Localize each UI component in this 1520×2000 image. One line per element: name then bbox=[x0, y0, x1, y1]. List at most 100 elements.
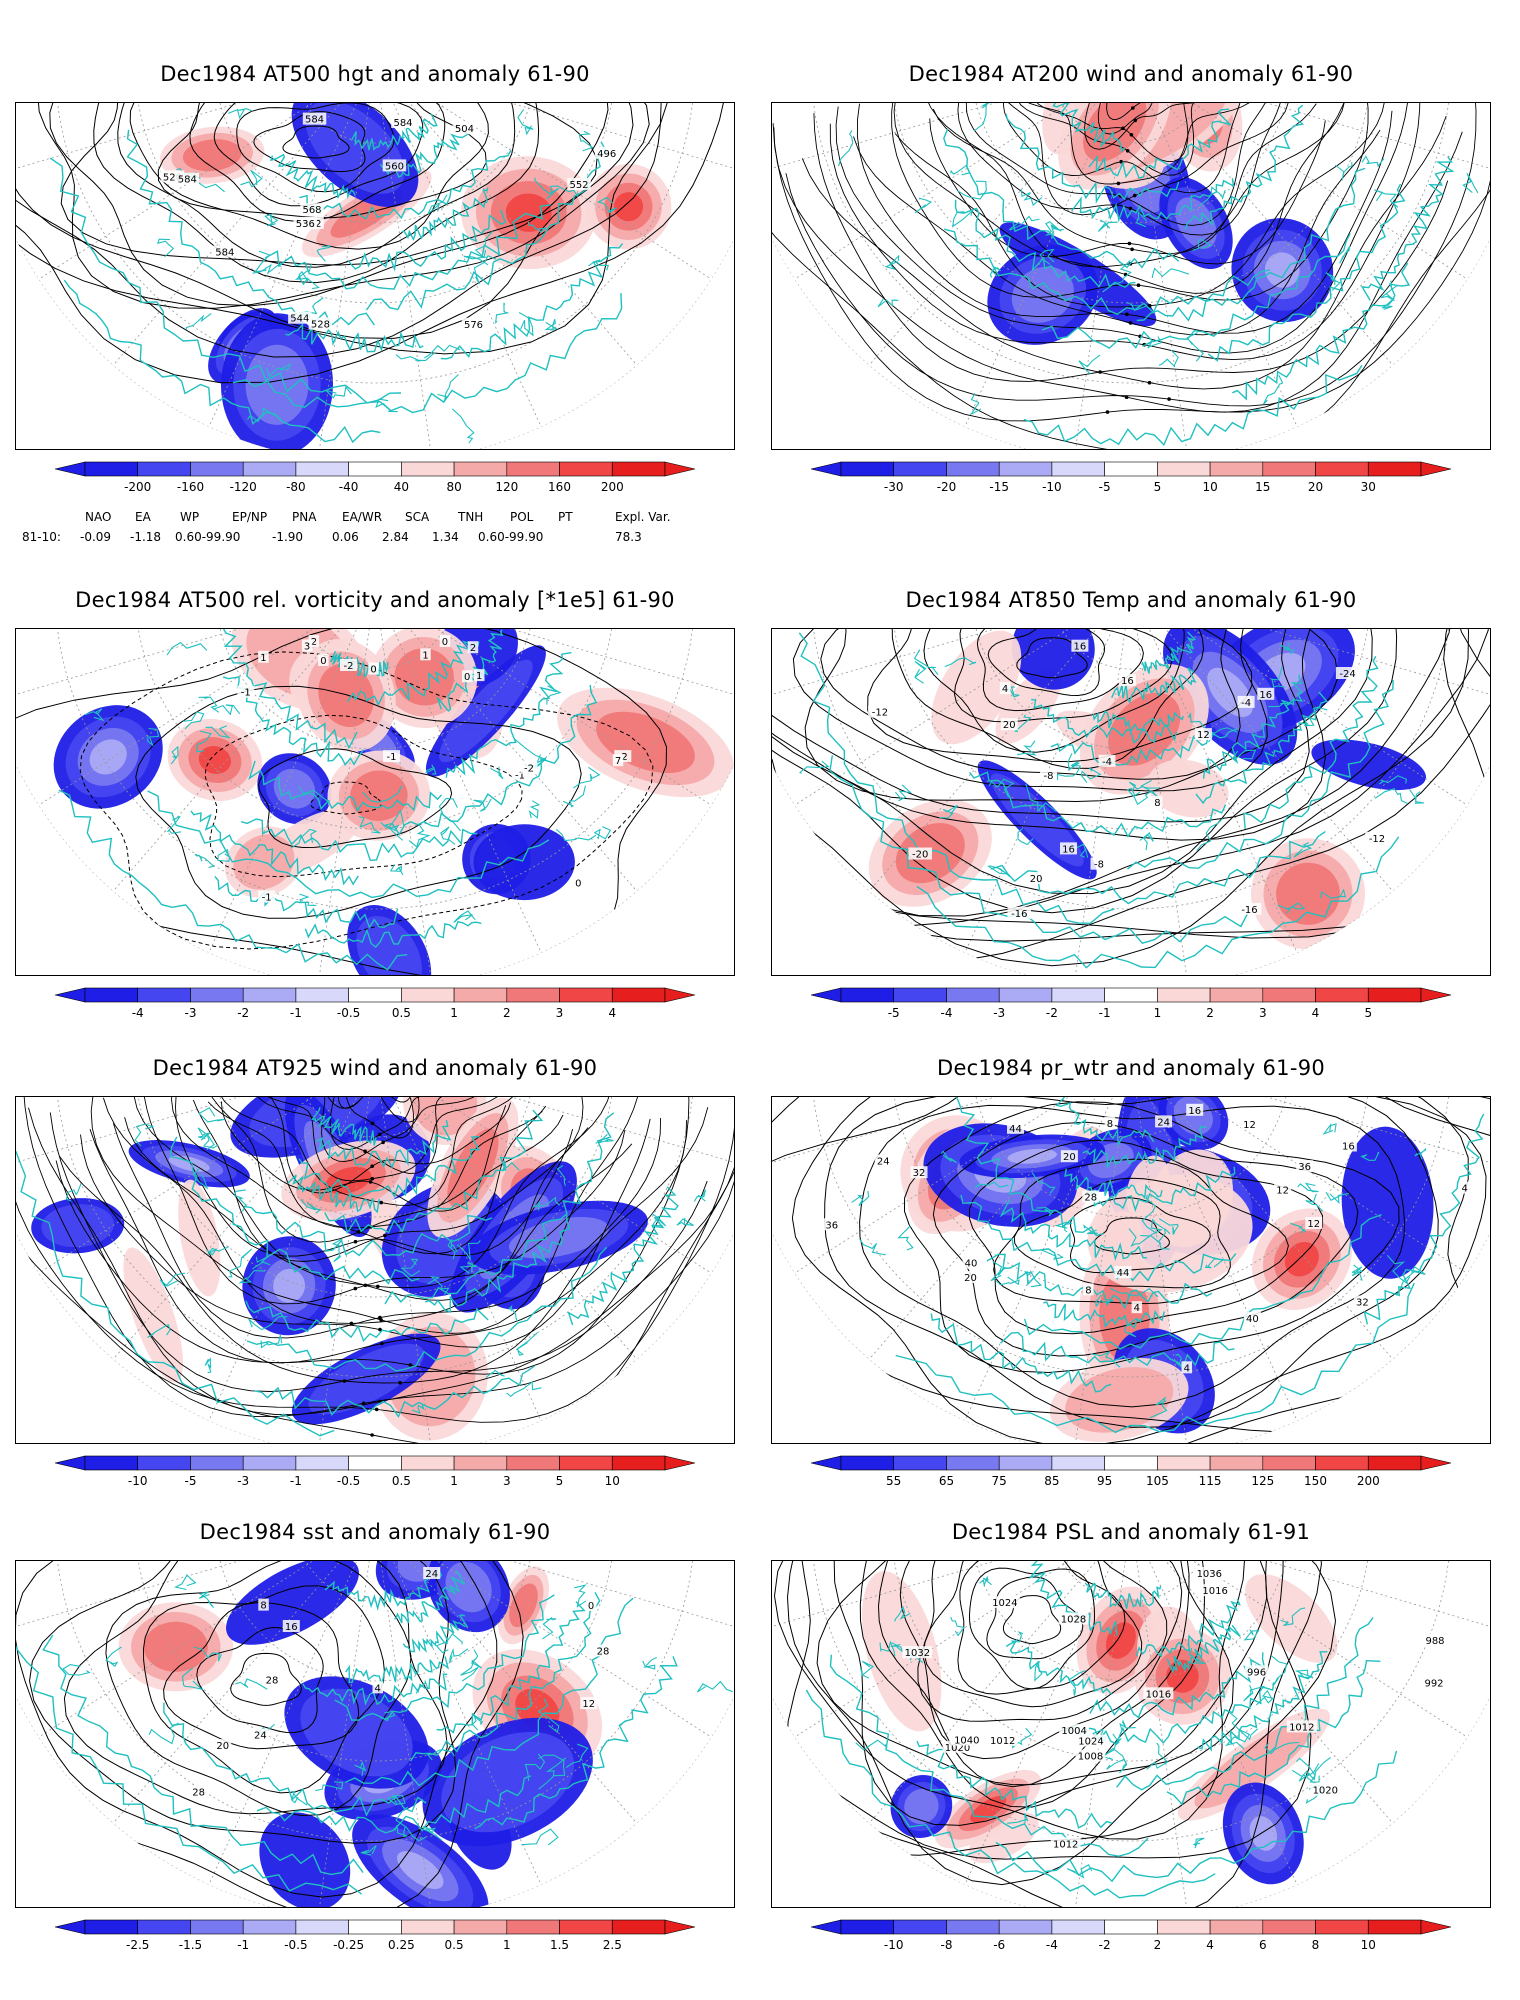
meridian-line bbox=[1130, 1097, 1189, 1443]
contour-label-bg bbox=[382, 159, 407, 172]
colorbar-tick-label: 1.5 bbox=[550, 1938, 569, 1952]
contour-label-bg bbox=[1296, 1160, 1314, 1173]
border-line bbox=[198, 696, 220, 713]
colorbar-swatch bbox=[1315, 987, 1369, 1003]
contour-line bbox=[969, 1139, 1324, 1335]
contour-line bbox=[60, 103, 598, 266]
colorbar-swatch bbox=[559, 461, 613, 477]
colorbar-tick-label: 3 bbox=[556, 1006, 564, 1020]
contour-label: -8 bbox=[1044, 771, 1054, 782]
border-line bbox=[395, 1806, 427, 1842]
colorbar-swatch bbox=[840, 1455, 895, 1471]
positive-anomaly bbox=[1276, 862, 1340, 925]
colorbar-tick-label: 80 bbox=[446, 480, 461, 494]
border-line bbox=[298, 297, 324, 315]
contour-label: 584 bbox=[393, 118, 412, 129]
contour-label: 536 bbox=[296, 219, 315, 230]
colorbar-tick-label: -6 bbox=[993, 1938, 1005, 1952]
wind-arrowhead bbox=[1128, 321, 1133, 325]
border-line bbox=[1339, 246, 1351, 264]
contour-label-bg bbox=[1075, 1749, 1106, 1762]
contour-label: 1040 bbox=[954, 1736, 979, 1747]
contour-label: 520 bbox=[163, 173, 182, 184]
border-line bbox=[1409, 789, 1425, 804]
border-line bbox=[380, 821, 400, 832]
map-layer bbox=[772, 103, 1490, 449]
colorbar-extend-low bbox=[54, 1455, 86, 1471]
contour-label-bg bbox=[1060, 842, 1077, 855]
colorbar-swatch bbox=[242, 987, 297, 1003]
meridian-line bbox=[112, 1561, 376, 1824]
coastline bbox=[298, 1136, 480, 1199]
border-line bbox=[1277, 902, 1306, 914]
colorbar-tick-label: -0.5 bbox=[337, 1474, 360, 1488]
contour-label: 20 bbox=[1030, 874, 1043, 885]
contour-label: -24 bbox=[1339, 669, 1355, 680]
map-frame bbox=[771, 102, 1491, 450]
contour-label-bg bbox=[258, 1598, 269, 1611]
coastline bbox=[58, 789, 408, 971]
contour-label-bg bbox=[1310, 1783, 1341, 1796]
coastline bbox=[1196, 1651, 1328, 1752]
colorbar-tick-label: -1 bbox=[290, 1474, 302, 1488]
border-line bbox=[440, 826, 456, 845]
colorbar-swatch bbox=[506, 1919, 560, 1935]
contour-label-bg bbox=[251, 1728, 269, 1741]
contour-label: -12 bbox=[1369, 834, 1385, 845]
colorbar-swatch bbox=[348, 1919, 402, 1935]
meridian-line bbox=[374, 1097, 712, 1274]
coastline bbox=[350, 113, 438, 151]
border-line bbox=[1078, 354, 1101, 375]
coastline bbox=[410, 1591, 601, 1762]
contour-line bbox=[163, 1602, 360, 1750]
coastline bbox=[232, 293, 623, 414]
contour-label-bg bbox=[1059, 1724, 1090, 1737]
meridian-line bbox=[1130, 1561, 1468, 1738]
contour-line bbox=[16, 103, 668, 355]
border-line bbox=[315, 1781, 344, 1792]
colorbar-tick-label: -120 bbox=[230, 480, 257, 494]
map-frame: -24 -20 -16 -16 -12 -12 -8 -8 -4 -4 4 8 12 16 16 16 16 20… bbox=[771, 628, 1491, 976]
colorbar-tick-label: 1 bbox=[450, 1474, 458, 1488]
coastline bbox=[1088, 108, 1233, 179]
colorbar-swatch bbox=[1209, 461, 1264, 477]
latitude-circle bbox=[134, 1097, 616, 1298]
contour-label: 504 bbox=[455, 124, 474, 135]
meridian-line bbox=[374, 1561, 542, 1886]
positive-anomaly bbox=[394, 648, 454, 706]
coastline bbox=[402, 1614, 469, 1653]
index-value: -0.09 bbox=[80, 530, 112, 544]
colorbar-swatch bbox=[1051, 461, 1105, 477]
contour-label: 8 bbox=[1107, 1119, 1113, 1130]
border-line bbox=[386, 1794, 406, 1806]
contour-line bbox=[16, 1561, 524, 1907]
coastline bbox=[42, 1634, 364, 1876]
meridian-line bbox=[374, 103, 638, 366]
meridian-line bbox=[317, 629, 376, 975]
colorbar-svg: -30 -20 -15 -10 -5 5 10 15 20 30 bbox=[810, 461, 1452, 494]
positive-anomaly bbox=[143, 1621, 208, 1672]
coastline bbox=[304, 920, 482, 948]
teleconnection-indices: NAO EA WP EP/NP PNA EA/WR SCA TNH POL PT Expl. Var… bbox=[10, 510, 730, 550]
border-line bbox=[521, 1828, 559, 1846]
index-header: POL bbox=[510, 510, 534, 524]
colorbar-swatch bbox=[84, 1455, 139, 1471]
border-line bbox=[940, 1150, 957, 1164]
contour-label-bg bbox=[293, 217, 317, 230]
meridian-line bbox=[1073, 1561, 1132, 1907]
colorbar-tick-label: 0.5 bbox=[445, 1938, 464, 1952]
contour-label-bg bbox=[999, 682, 1011, 695]
meridian-line bbox=[374, 629, 734, 703]
colorbar-swatch bbox=[84, 1919, 139, 1935]
contour-label: 1036 bbox=[1197, 1569, 1222, 1580]
negative-anomaly bbox=[904, 1788, 939, 1825]
border-line bbox=[1268, 697, 1296, 708]
coastline bbox=[347, 209, 507, 272]
border-line bbox=[508, 1304, 518, 1322]
border-line bbox=[1279, 642, 1295, 655]
border-line bbox=[1243, 1684, 1265, 1702]
contour-line bbox=[932, 1121, 1359, 1357]
border-line bbox=[1146, 1742, 1169, 1770]
colorbar-tick-label: -0.25 bbox=[333, 1938, 364, 1952]
colorbar-extend-low bbox=[810, 1919, 842, 1935]
